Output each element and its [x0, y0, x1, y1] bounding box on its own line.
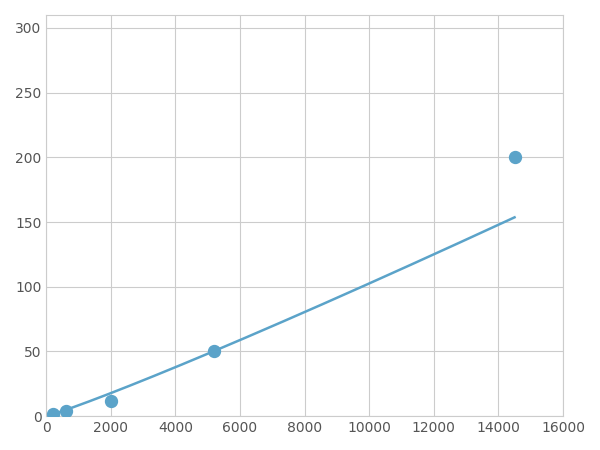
Point [209, 348, 219, 355]
Point [106, 397, 116, 404]
Point [510, 154, 520, 161]
Point [48, 410, 58, 417]
Point [61, 407, 70, 414]
